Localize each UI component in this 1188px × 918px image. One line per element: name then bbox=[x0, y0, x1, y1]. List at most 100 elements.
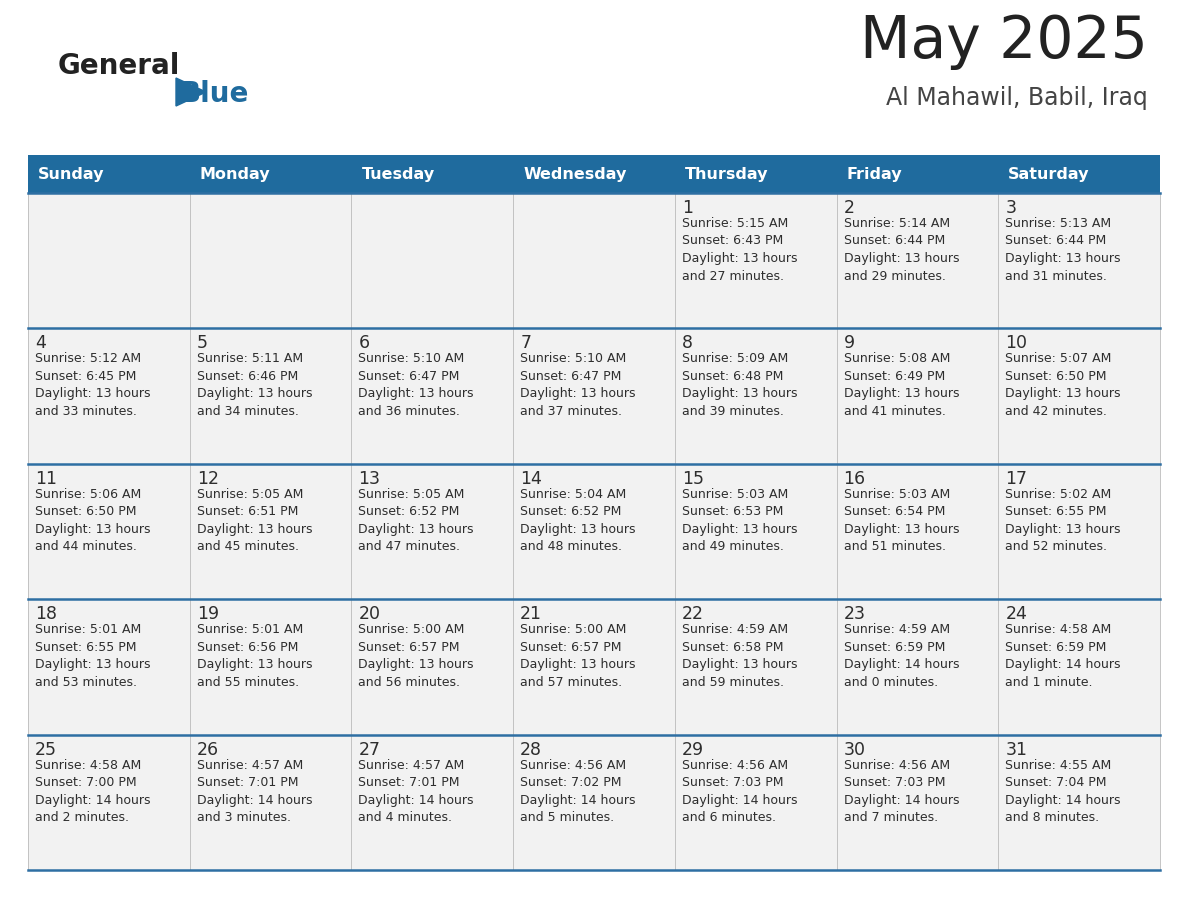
Text: and 57 minutes.: and 57 minutes. bbox=[520, 676, 623, 688]
Text: Sunset: 7:03 PM: Sunset: 7:03 PM bbox=[682, 776, 783, 789]
Bar bbox=[352, 193, 513, 329]
Bar bbox=[998, 329, 1159, 464]
Text: and 33 minutes.: and 33 minutes. bbox=[34, 405, 137, 418]
Text: and 55 minutes.: and 55 minutes. bbox=[197, 676, 299, 688]
Bar bbox=[352, 734, 513, 870]
Text: 22: 22 bbox=[682, 605, 703, 623]
Text: and 42 minutes.: and 42 minutes. bbox=[1005, 405, 1107, 418]
Bar bbox=[190, 599, 352, 734]
Text: Sunrise: 4:57 AM: Sunrise: 4:57 AM bbox=[359, 758, 465, 772]
Text: Sunset: 6:49 PM: Sunset: 6:49 PM bbox=[843, 370, 944, 383]
Bar bbox=[675, 329, 836, 464]
Text: Wednesday: Wednesday bbox=[523, 166, 626, 182]
Text: Daylight: 13 hours: Daylight: 13 hours bbox=[197, 522, 312, 536]
Text: Monday: Monday bbox=[200, 166, 271, 182]
Text: and 39 minutes.: and 39 minutes. bbox=[682, 405, 784, 418]
Text: Daylight: 13 hours: Daylight: 13 hours bbox=[520, 658, 636, 671]
Text: Daylight: 13 hours: Daylight: 13 hours bbox=[1005, 522, 1120, 536]
Text: Daylight: 14 hours: Daylight: 14 hours bbox=[359, 793, 474, 807]
Text: Sunrise: 4:58 AM: Sunrise: 4:58 AM bbox=[34, 758, 141, 772]
Bar bbox=[836, 734, 998, 870]
Text: Daylight: 13 hours: Daylight: 13 hours bbox=[34, 522, 151, 536]
Text: and 6 minutes.: and 6 minutes. bbox=[682, 812, 776, 824]
Text: and 47 minutes.: and 47 minutes. bbox=[359, 541, 461, 554]
Text: Daylight: 14 hours: Daylight: 14 hours bbox=[682, 793, 797, 807]
Bar bbox=[513, 329, 675, 464]
Bar bbox=[352, 599, 513, 734]
Text: Sunset: 7:01 PM: Sunset: 7:01 PM bbox=[359, 776, 460, 789]
Text: Daylight: 13 hours: Daylight: 13 hours bbox=[843, 522, 959, 536]
Text: Sunset: 7:04 PM: Sunset: 7:04 PM bbox=[1005, 776, 1107, 789]
Text: 31: 31 bbox=[1005, 741, 1028, 758]
Bar bbox=[29, 193, 190, 329]
Text: Sunrise: 5:11 AM: Sunrise: 5:11 AM bbox=[197, 353, 303, 365]
Text: Daylight: 13 hours: Daylight: 13 hours bbox=[520, 387, 636, 400]
Text: and 2 minutes.: and 2 minutes. bbox=[34, 812, 129, 824]
Text: Sunrise: 5:07 AM: Sunrise: 5:07 AM bbox=[1005, 353, 1112, 365]
Bar bbox=[998, 464, 1159, 599]
Text: Saturday: Saturday bbox=[1009, 166, 1089, 182]
Text: Tuesday: Tuesday bbox=[361, 166, 435, 182]
Text: Daylight: 13 hours: Daylight: 13 hours bbox=[843, 252, 959, 265]
Bar bbox=[190, 329, 352, 464]
Bar bbox=[675, 599, 836, 734]
Text: and 51 minutes.: and 51 minutes. bbox=[843, 541, 946, 554]
Text: 15: 15 bbox=[682, 470, 703, 487]
Text: Sunrise: 5:00 AM: Sunrise: 5:00 AM bbox=[520, 623, 626, 636]
Text: Daylight: 14 hours: Daylight: 14 hours bbox=[197, 793, 312, 807]
Text: Sunset: 6:47 PM: Sunset: 6:47 PM bbox=[520, 370, 621, 383]
Text: 23: 23 bbox=[843, 605, 866, 623]
Text: Daylight: 14 hours: Daylight: 14 hours bbox=[1005, 658, 1120, 671]
Text: Sunset: 6:57 PM: Sunset: 6:57 PM bbox=[520, 641, 621, 654]
Text: and 52 minutes.: and 52 minutes. bbox=[1005, 541, 1107, 554]
Text: Sunrise: 5:03 AM: Sunrise: 5:03 AM bbox=[843, 487, 950, 501]
Text: Sunrise: 4:59 AM: Sunrise: 4:59 AM bbox=[682, 623, 788, 636]
Text: Daylight: 13 hours: Daylight: 13 hours bbox=[682, 387, 797, 400]
Text: Sunrise: 5:14 AM: Sunrise: 5:14 AM bbox=[843, 217, 949, 230]
Bar bbox=[675, 193, 836, 329]
Text: Daylight: 14 hours: Daylight: 14 hours bbox=[34, 793, 151, 807]
Text: 8: 8 bbox=[682, 334, 693, 353]
Text: 18: 18 bbox=[34, 605, 57, 623]
Bar bbox=[29, 329, 190, 464]
Text: 11: 11 bbox=[34, 470, 57, 487]
Text: Daylight: 14 hours: Daylight: 14 hours bbox=[843, 658, 959, 671]
Bar bbox=[998, 599, 1159, 734]
Text: Sunset: 6:48 PM: Sunset: 6:48 PM bbox=[682, 370, 783, 383]
Bar bbox=[836, 599, 998, 734]
Text: Sunset: 6:57 PM: Sunset: 6:57 PM bbox=[359, 641, 460, 654]
Text: Daylight: 14 hours: Daylight: 14 hours bbox=[1005, 793, 1120, 807]
Text: 30: 30 bbox=[843, 741, 866, 758]
Text: Daylight: 13 hours: Daylight: 13 hours bbox=[359, 522, 474, 536]
Text: Daylight: 14 hours: Daylight: 14 hours bbox=[843, 793, 959, 807]
Text: Sunrise: 4:55 AM: Sunrise: 4:55 AM bbox=[1005, 758, 1112, 772]
Text: 20: 20 bbox=[359, 605, 380, 623]
Text: Daylight: 13 hours: Daylight: 13 hours bbox=[34, 387, 151, 400]
Text: Thursday: Thursday bbox=[684, 166, 769, 182]
Text: Sunrise: 5:09 AM: Sunrise: 5:09 AM bbox=[682, 353, 788, 365]
Text: 17: 17 bbox=[1005, 470, 1028, 487]
Text: and 4 minutes.: and 4 minutes. bbox=[359, 812, 453, 824]
Text: Sunrise: 4:56 AM: Sunrise: 4:56 AM bbox=[843, 758, 949, 772]
Text: and 29 minutes.: and 29 minutes. bbox=[843, 270, 946, 283]
Text: Sunset: 6:50 PM: Sunset: 6:50 PM bbox=[1005, 370, 1107, 383]
Bar bbox=[190, 464, 352, 599]
Text: Sunset: 6:43 PM: Sunset: 6:43 PM bbox=[682, 234, 783, 248]
Text: Sunrise: 4:56 AM: Sunrise: 4:56 AM bbox=[682, 758, 788, 772]
Text: Sunset: 6:55 PM: Sunset: 6:55 PM bbox=[1005, 505, 1107, 519]
Bar bbox=[352, 464, 513, 599]
Text: Sunset: 6:50 PM: Sunset: 6:50 PM bbox=[34, 505, 137, 519]
Text: Sunset: 7:01 PM: Sunset: 7:01 PM bbox=[197, 776, 298, 789]
Text: Daylight: 13 hours: Daylight: 13 hours bbox=[682, 252, 797, 265]
Text: 7: 7 bbox=[520, 334, 531, 353]
Text: and 48 minutes.: and 48 minutes. bbox=[520, 541, 623, 554]
Text: 13: 13 bbox=[359, 470, 380, 487]
Text: Sunset: 6:51 PM: Sunset: 6:51 PM bbox=[197, 505, 298, 519]
Text: and 45 minutes.: and 45 minutes. bbox=[197, 541, 298, 554]
Text: Sunrise: 5:04 AM: Sunrise: 5:04 AM bbox=[520, 487, 626, 501]
Polygon shape bbox=[176, 78, 206, 106]
Text: Daylight: 13 hours: Daylight: 13 hours bbox=[843, 387, 959, 400]
Text: Sunset: 7:02 PM: Sunset: 7:02 PM bbox=[520, 776, 621, 789]
Bar bbox=[29, 464, 190, 599]
Text: Sunrise: 5:05 AM: Sunrise: 5:05 AM bbox=[359, 487, 465, 501]
